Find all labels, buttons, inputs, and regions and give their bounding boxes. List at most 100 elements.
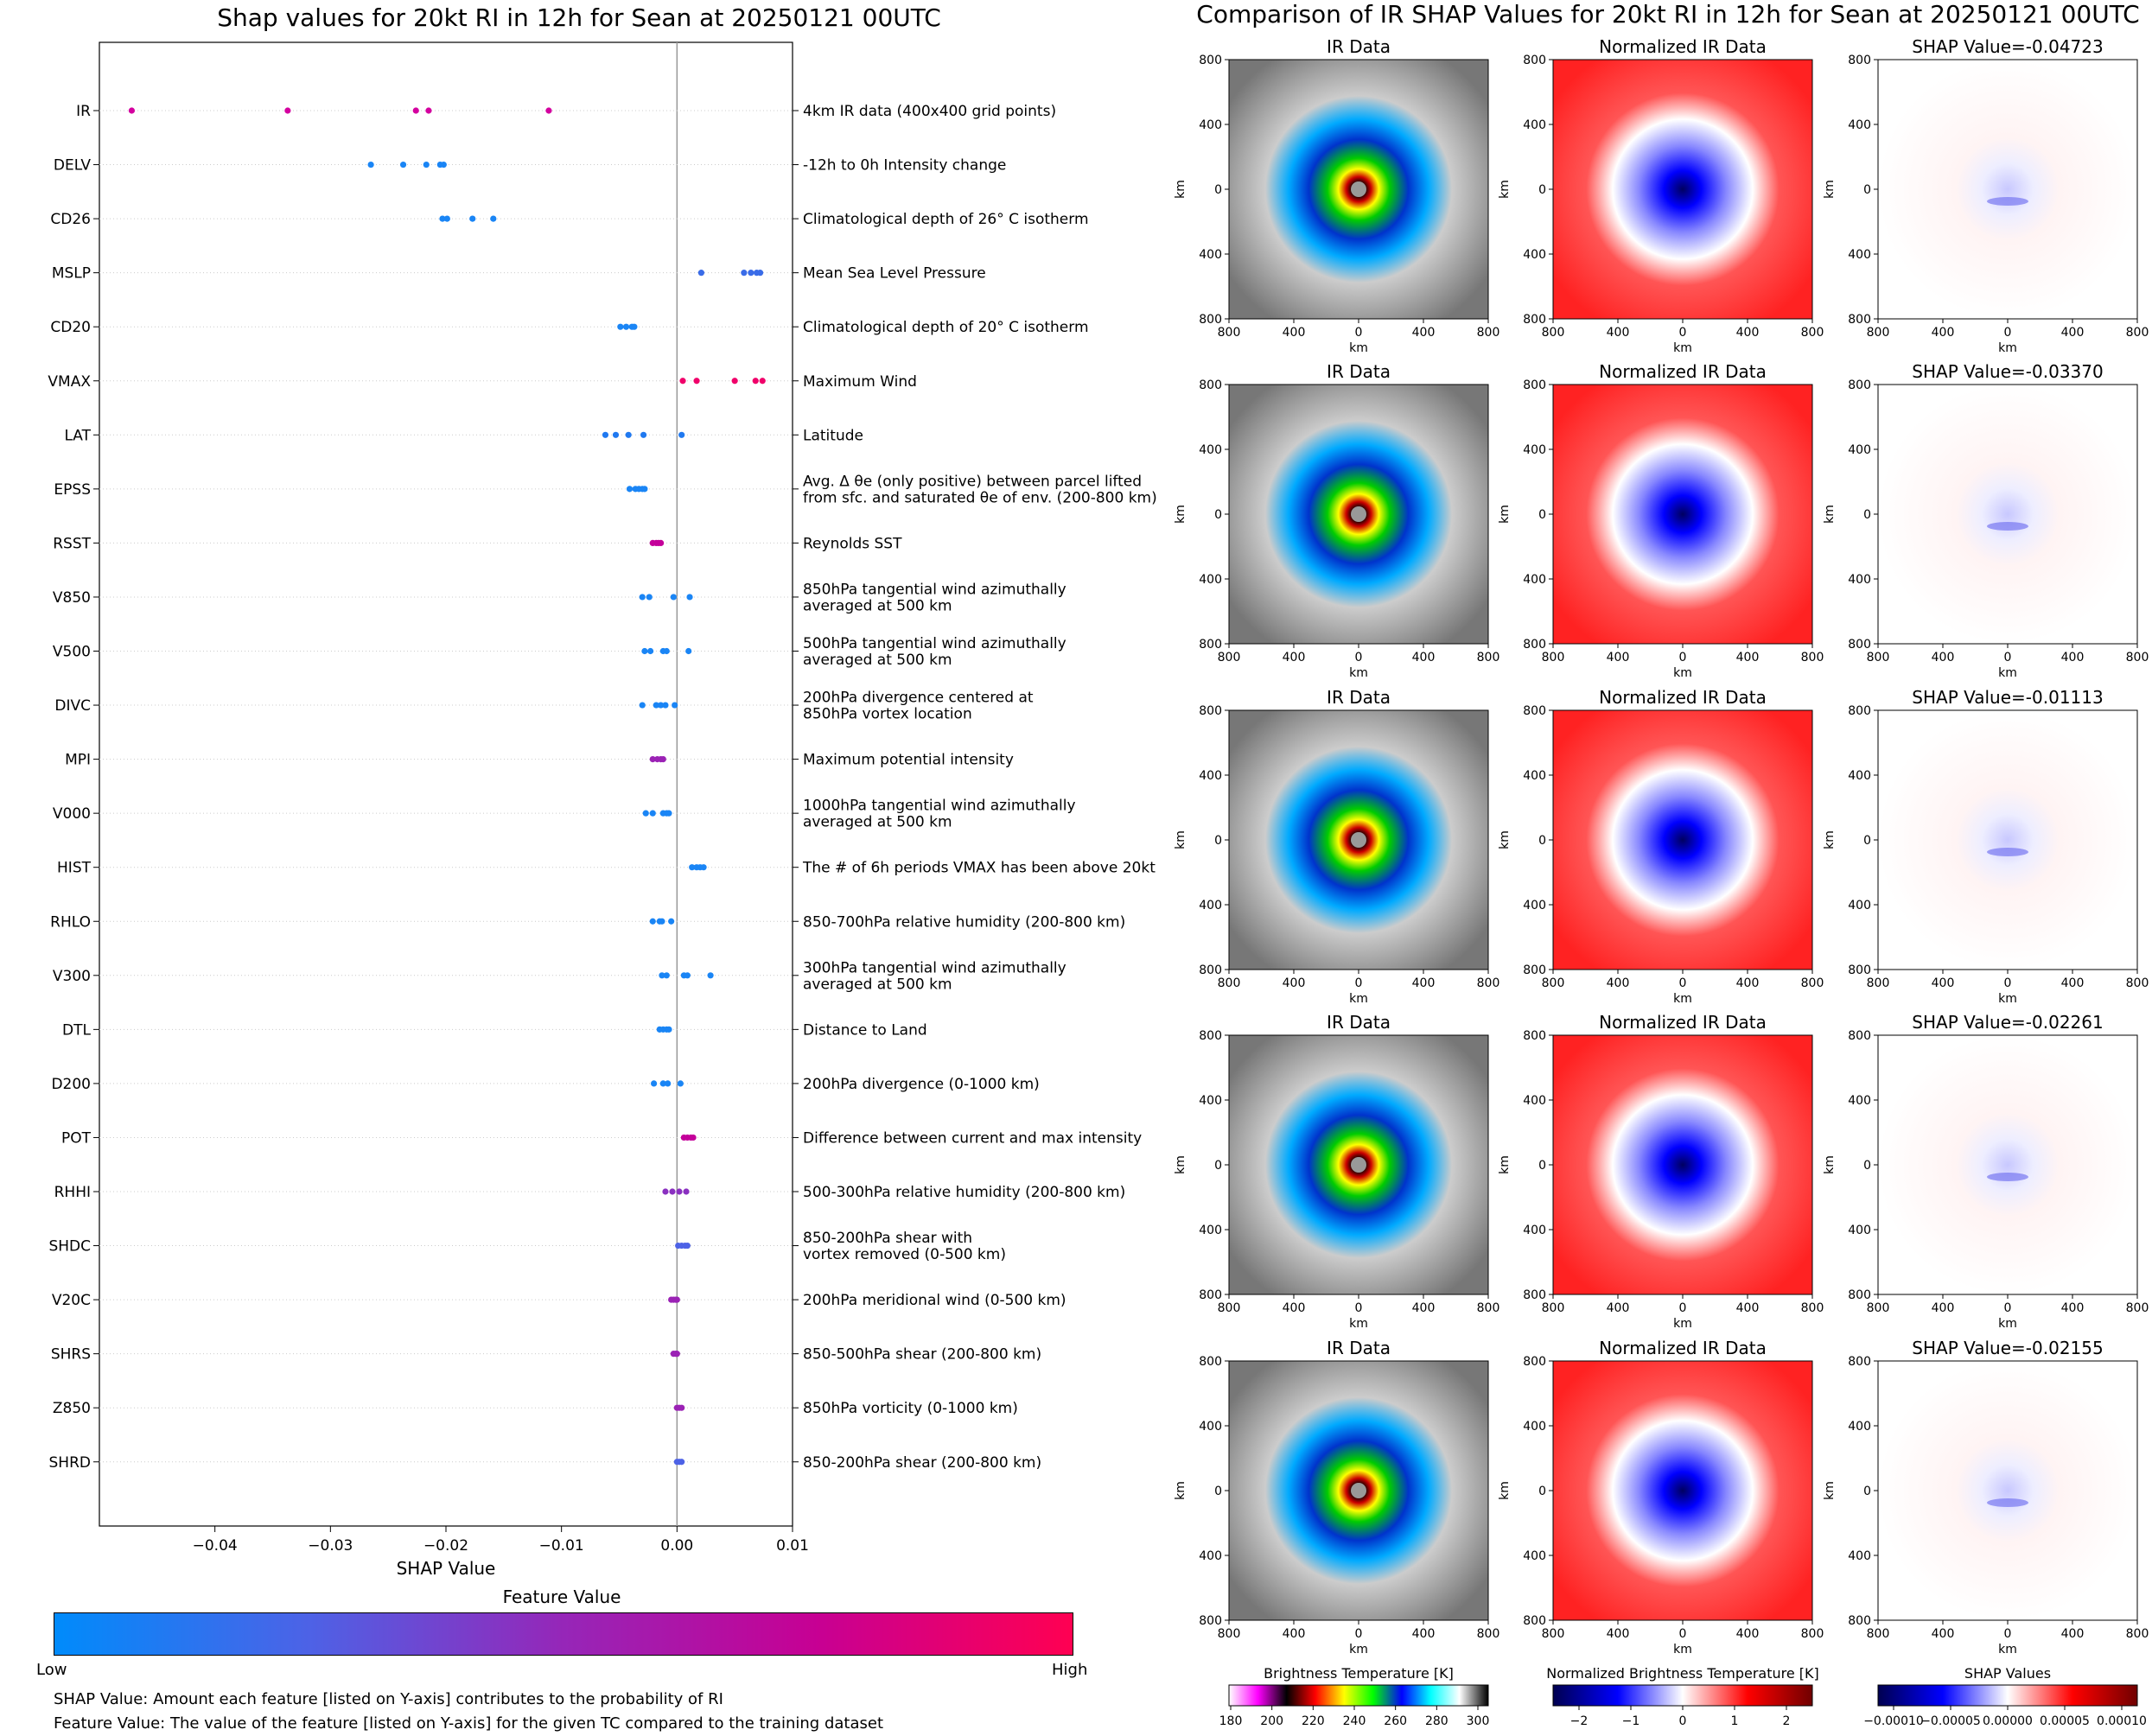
feature-desc-ir: 4km IR data (400x400 grid points) (803, 103, 1056, 120)
shap-image (1877, 384, 2138, 645)
feature-label-epss: EPSS (54, 481, 91, 499)
y-axis-label: km (1498, 1155, 1512, 1174)
x-tick-label: 0 (1355, 651, 1363, 665)
normalized-ir-image (1552, 1360, 1813, 1621)
y-tick-label: 800 (1848, 1355, 1871, 1369)
x-tick-label: 400 (1412, 651, 1436, 665)
shap-image (1877, 59, 2138, 320)
shap-point-v300 (707, 972, 714, 979)
normalized-ir-title: Normalized IR Data (1599, 1012, 1767, 1033)
feature-desc-shdc: 850-200hPa shear with (803, 1230, 972, 1247)
shap-point-rhhi (676, 1188, 683, 1195)
feature-label-pot: POT (61, 1129, 92, 1147)
y-tick-label: 400 (1523, 248, 1546, 262)
y-tick-label: 0 (1863, 508, 1871, 522)
x-tick-label: 400 (1412, 1627, 1436, 1641)
feature-desc-z850: 850hPa vorticity (0-1000 km) (803, 1400, 1018, 1417)
colorbar-tick-label: 0.00000 (1983, 1714, 2033, 1728)
x-tick-label: 800 (1542, 1301, 1565, 1315)
y-tick-label: 400 (1523, 443, 1546, 457)
feature-label-z850: Z850 (53, 1400, 91, 1417)
y-tick-label: 800 (1199, 704, 1222, 718)
left-chart-title: Shap values for 20kt RI in 12h for Sean … (217, 3, 941, 32)
x-axis-label: km (1349, 341, 1368, 355)
feature-desc-mslp: Mean Sea Level Pressure (803, 265, 986, 283)
y-tick-label: 400 (1848, 1420, 1871, 1434)
y-tick-label: 800 (1848, 313, 1871, 327)
feature-desc-lat: Latitude (803, 427, 863, 444)
y-tick-label: 400 (1848, 769, 1871, 783)
shap-blue-feature (1987, 1173, 2028, 1181)
colorbar-tick-label: −0.00005 (1920, 1714, 1981, 1728)
shap-point-epss (641, 486, 648, 493)
y-tick-label: 400 (1523, 899, 1546, 913)
feature-desc-v500: averaged at 500 km (803, 652, 952, 669)
x-tick-label: 400 (1607, 1627, 1630, 1641)
feature-label-divc: DIVC (54, 697, 91, 715)
y-tick-label: 800 (1523, 1355, 1546, 1369)
x-tick-label: 800 (1867, 976, 1890, 990)
shap-blue-feature (1987, 197, 2028, 206)
feature-label-d200: D200 (51, 1076, 91, 1093)
shap-point-divc (639, 702, 646, 709)
shap-point-cd26 (469, 215, 476, 222)
y-tick-label: 400 (1199, 443, 1222, 457)
colorbar-tick-label: 1 (1731, 1714, 1739, 1728)
x-tick-label: 800 (1801, 1627, 1824, 1641)
y-tick-label: 0 (1538, 1159, 1546, 1173)
x-tick-label: 400 (2061, 1627, 2085, 1641)
y-tick-label: 400 (1523, 118, 1546, 132)
shap-point-divc (658, 702, 665, 709)
shap-point-delv (423, 161, 430, 169)
shap-point-lat (640, 431, 647, 438)
normalized-ir-title: Normalized IR Data (1599, 361, 1767, 382)
shap-point-ir (284, 107, 291, 114)
shap-point-cd26 (439, 215, 446, 222)
feature-value-high-label: High (1052, 1661, 1088, 1679)
feature-desc-delv: -12h to 0h Intensity change (803, 157, 1006, 175)
shap-image (1877, 1034, 2138, 1295)
ir-data-title: IR Data (1327, 687, 1391, 708)
x-tick-label: −0.01 (539, 1537, 584, 1555)
x-tick-label: 0 (1679, 1301, 1687, 1315)
normalized-temp-colorbar (1552, 1684, 1813, 1707)
shap-value-title: SHAP Value=-0.02261 (1912, 1012, 2103, 1033)
colorbar-tick-label: 180 (1219, 1714, 1243, 1728)
ir-data-title: IR Data (1327, 1012, 1391, 1033)
shap-point-ir (128, 107, 136, 114)
x-axis-label: km (1673, 1643, 1692, 1657)
colorbar-tick-label: 0 (1679, 1714, 1687, 1728)
shap-point-rhlo (668, 918, 675, 925)
shap-point-v500 (646, 647, 654, 655)
shap-value-title: SHAP Value=-0.04723 (1912, 36, 2103, 57)
x-axis-label: km (1673, 992, 1692, 1006)
x-tick-label: 400 (1412, 1301, 1436, 1315)
x-tick-label: 0 (1355, 1627, 1363, 1641)
x-tick-label: 0.00 (660, 1537, 693, 1555)
feature-label-mpi: MPI (65, 752, 91, 769)
y-tick-label: 400 (1199, 1549, 1222, 1563)
x-axis-label: km (1673, 1317, 1692, 1331)
shap-point-v850 (639, 594, 646, 601)
shap-point-rhlo (659, 918, 665, 925)
y-tick-label: 400 (1848, 573, 1871, 587)
feature-label-lat: LAT (64, 427, 91, 444)
shap-point-mslp (697, 270, 705, 277)
feature-desc-cd20: Climatological depth of 20° C isotherm (803, 319, 1089, 336)
x-axis-label: km (1349, 1317, 1368, 1331)
colorbar-tick-label: 200 (1260, 1714, 1283, 1728)
y-axis-label: km (1823, 1155, 1837, 1174)
x-tick-label: 400 (1736, 1301, 1760, 1315)
shap-point-lat (612, 431, 620, 438)
shap-point-mslp (756, 270, 764, 277)
y-tick-label: 400 (1523, 1224, 1546, 1237)
feature-desc-v000: averaged at 500 km (803, 814, 952, 831)
x-axis-label: km (1349, 1643, 1368, 1657)
x-tick-label: 400 (1932, 326, 1955, 340)
x-tick-label: 800 (1477, 1301, 1500, 1315)
ir-data-title: IR Data (1327, 1338, 1391, 1358)
feature-desc-v850: 850hPa tangential wind azimuthally (803, 581, 1066, 598)
x-tick-label: 400 (2061, 651, 2085, 665)
feature-label-mslp: MSLP (52, 265, 91, 283)
x-tick-label: −0.04 (193, 1537, 238, 1555)
